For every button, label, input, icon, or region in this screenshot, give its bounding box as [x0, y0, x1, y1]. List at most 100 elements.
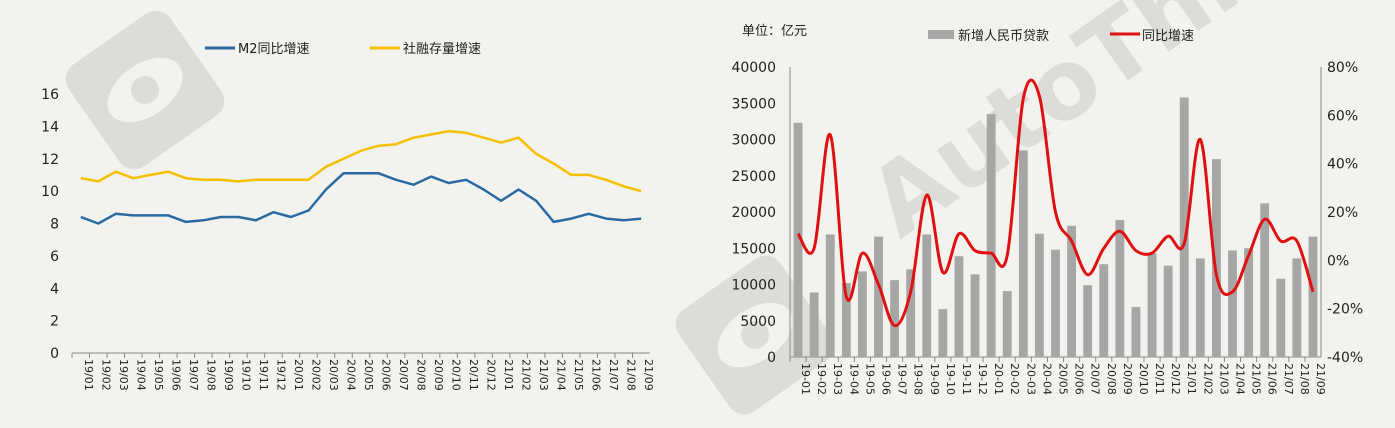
- x-tick-label: 21/04: [555, 359, 568, 391]
- y-tick-label: 8: [50, 217, 59, 233]
- bar: [1260, 203, 1270, 357]
- yoy-growth-line: [796, 78, 1315, 328]
- x-tick-label: 21/09: [642, 359, 655, 391]
- y-right-tick-label: 40%: [1327, 157, 1358, 173]
- y-tick-label: 14: [41, 119, 59, 135]
- bar: [1179, 97, 1189, 357]
- bar: [841, 283, 851, 357]
- unit-label: 单位：亿元: [742, 24, 807, 39]
- y-tick-label: 2: [50, 314, 59, 330]
- y-left-tick-label: 0: [767, 350, 776, 366]
- bar: [938, 309, 948, 357]
- legend-label: M2同比增速: [238, 42, 310, 57]
- bar: [970, 274, 980, 357]
- x-tick-label: 19/07: [187, 359, 200, 391]
- x-tick-label: 19-03: [831, 363, 844, 395]
- bar: [1228, 250, 1237, 357]
- x-tick-label: 21/06: [590, 359, 603, 391]
- x-tick-label: 20/05: [362, 359, 375, 391]
- x-tick-label: 19/09: [222, 359, 235, 391]
- x-tick-label: 21/06: [1266, 363, 1279, 395]
- x-tick-label: 20/09: [1121, 363, 1134, 395]
- bar: [809, 292, 819, 357]
- bar: [793, 122, 803, 357]
- x-tick-label: 19/03: [117, 359, 130, 391]
- x-tick-label: 19/02: [99, 359, 112, 391]
- x-tick-label: 19-10: [944, 363, 957, 395]
- x-tick-label: 21/02: [520, 359, 533, 391]
- x-tick-label: 20/02: [309, 359, 322, 391]
- x-tick-label: 20/07: [397, 359, 410, 391]
- bar: [954, 256, 964, 357]
- x-tick-label: 21/05: [572, 359, 585, 391]
- bar: [1034, 233, 1044, 357]
- bar: [890, 280, 900, 357]
- bar: [1292, 258, 1302, 357]
- series-line: [80, 129, 642, 193]
- bar: [874, 236, 883, 357]
- bar: [1308, 236, 1318, 357]
- x-tick-label: 19-08: [912, 363, 925, 395]
- bar: [1195, 258, 1205, 357]
- x-tick-label: 19/08: [204, 359, 217, 391]
- y-left-tick-label: 15000: [731, 241, 776, 257]
- x-tick-label: 21/07: [1282, 363, 1295, 395]
- y-left-tick-label: 35000: [731, 96, 776, 112]
- bar: [825, 234, 835, 357]
- bar: [1115, 219, 1125, 357]
- x-tick-label: 20/03: [327, 359, 340, 391]
- x-tick-label: 19-11: [960, 363, 973, 395]
- x-tick-label: 20/06: [1073, 363, 1086, 395]
- y-tick-label: 10: [41, 184, 59, 200]
- x-tick-label: 19/11: [257, 359, 270, 391]
- y-tick-label: 12: [41, 152, 59, 168]
- y-right-tick-label: -40%: [1327, 350, 1363, 366]
- y-tick-label: 4: [50, 281, 59, 297]
- legend-swatch: [928, 30, 954, 39]
- x-tick-label: 19-02: [815, 363, 828, 395]
- bar: [1018, 150, 1028, 357]
- x-tick-label: 19-09: [928, 363, 941, 395]
- x-tick-label: 19/10: [239, 359, 252, 391]
- bar: [986, 114, 996, 357]
- x-tick-label: 19-07: [896, 363, 909, 395]
- x-tick-label: 19-04: [847, 363, 860, 395]
- m2-tsf-growth-chart: 0 2 4 6 8 10 12 14 16 19/01 19/02 19/03 19/04 19/05 19…: [41, 41, 655, 391]
- legend-label: 社融存量增速: [403, 41, 481, 57]
- x-tick-label: 21/08: [625, 359, 638, 391]
- bar: [906, 269, 916, 357]
- y-left-tick-label: 25000: [731, 169, 776, 185]
- x-tick-label: 20/09: [432, 359, 445, 391]
- bar: [1051, 249, 1060, 357]
- y-right-tick-label: 60%: [1327, 108, 1358, 124]
- x-tick-label: 20/04: [344, 359, 357, 391]
- x-tick-label: 19-01: [799, 363, 812, 395]
- bar: [857, 271, 867, 357]
- x-tick-label: 20/10: [450, 359, 463, 391]
- y-tick-label: 0: [50, 346, 59, 362]
- x-tick-label: 19-05: [863, 363, 876, 395]
- x-tick-label: 21/01: [1185, 363, 1198, 395]
- legend-label: 同比增速: [1142, 29, 1194, 44]
- x-tick-label: 21/01: [502, 359, 515, 391]
- x-tick-label: 19/12: [274, 359, 287, 391]
- bar: [1147, 253, 1157, 357]
- rmb-loans-chart: 单位：亿元 0 5000 10000 15000 20000 25000 30000 35000…: [731, 24, 1363, 395]
- bar: [1067, 225, 1077, 357]
- x-tick-label: 20/12: [485, 359, 498, 391]
- y-left-tick-label: 5000: [740, 314, 776, 330]
- bar: [1099, 264, 1109, 357]
- x-tick-label: 20/01: [292, 359, 305, 391]
- x-tick-label: 21/03: [1217, 363, 1230, 395]
- bar: [922, 234, 932, 357]
- watermark-logo-icon: [65, 10, 225, 170]
- x-tick-label: 21/04: [1234, 363, 1247, 395]
- x-tick-label: 19/05: [152, 359, 165, 391]
- x-tick-label: 20/12: [1169, 363, 1182, 395]
- x-tick-label: 19-12: [976, 363, 989, 395]
- x-tick-label: 20/08: [415, 359, 428, 391]
- legend-label: 新增人民币贷款: [958, 28, 1049, 44]
- x-tick-label: 20-03: [1024, 363, 1037, 395]
